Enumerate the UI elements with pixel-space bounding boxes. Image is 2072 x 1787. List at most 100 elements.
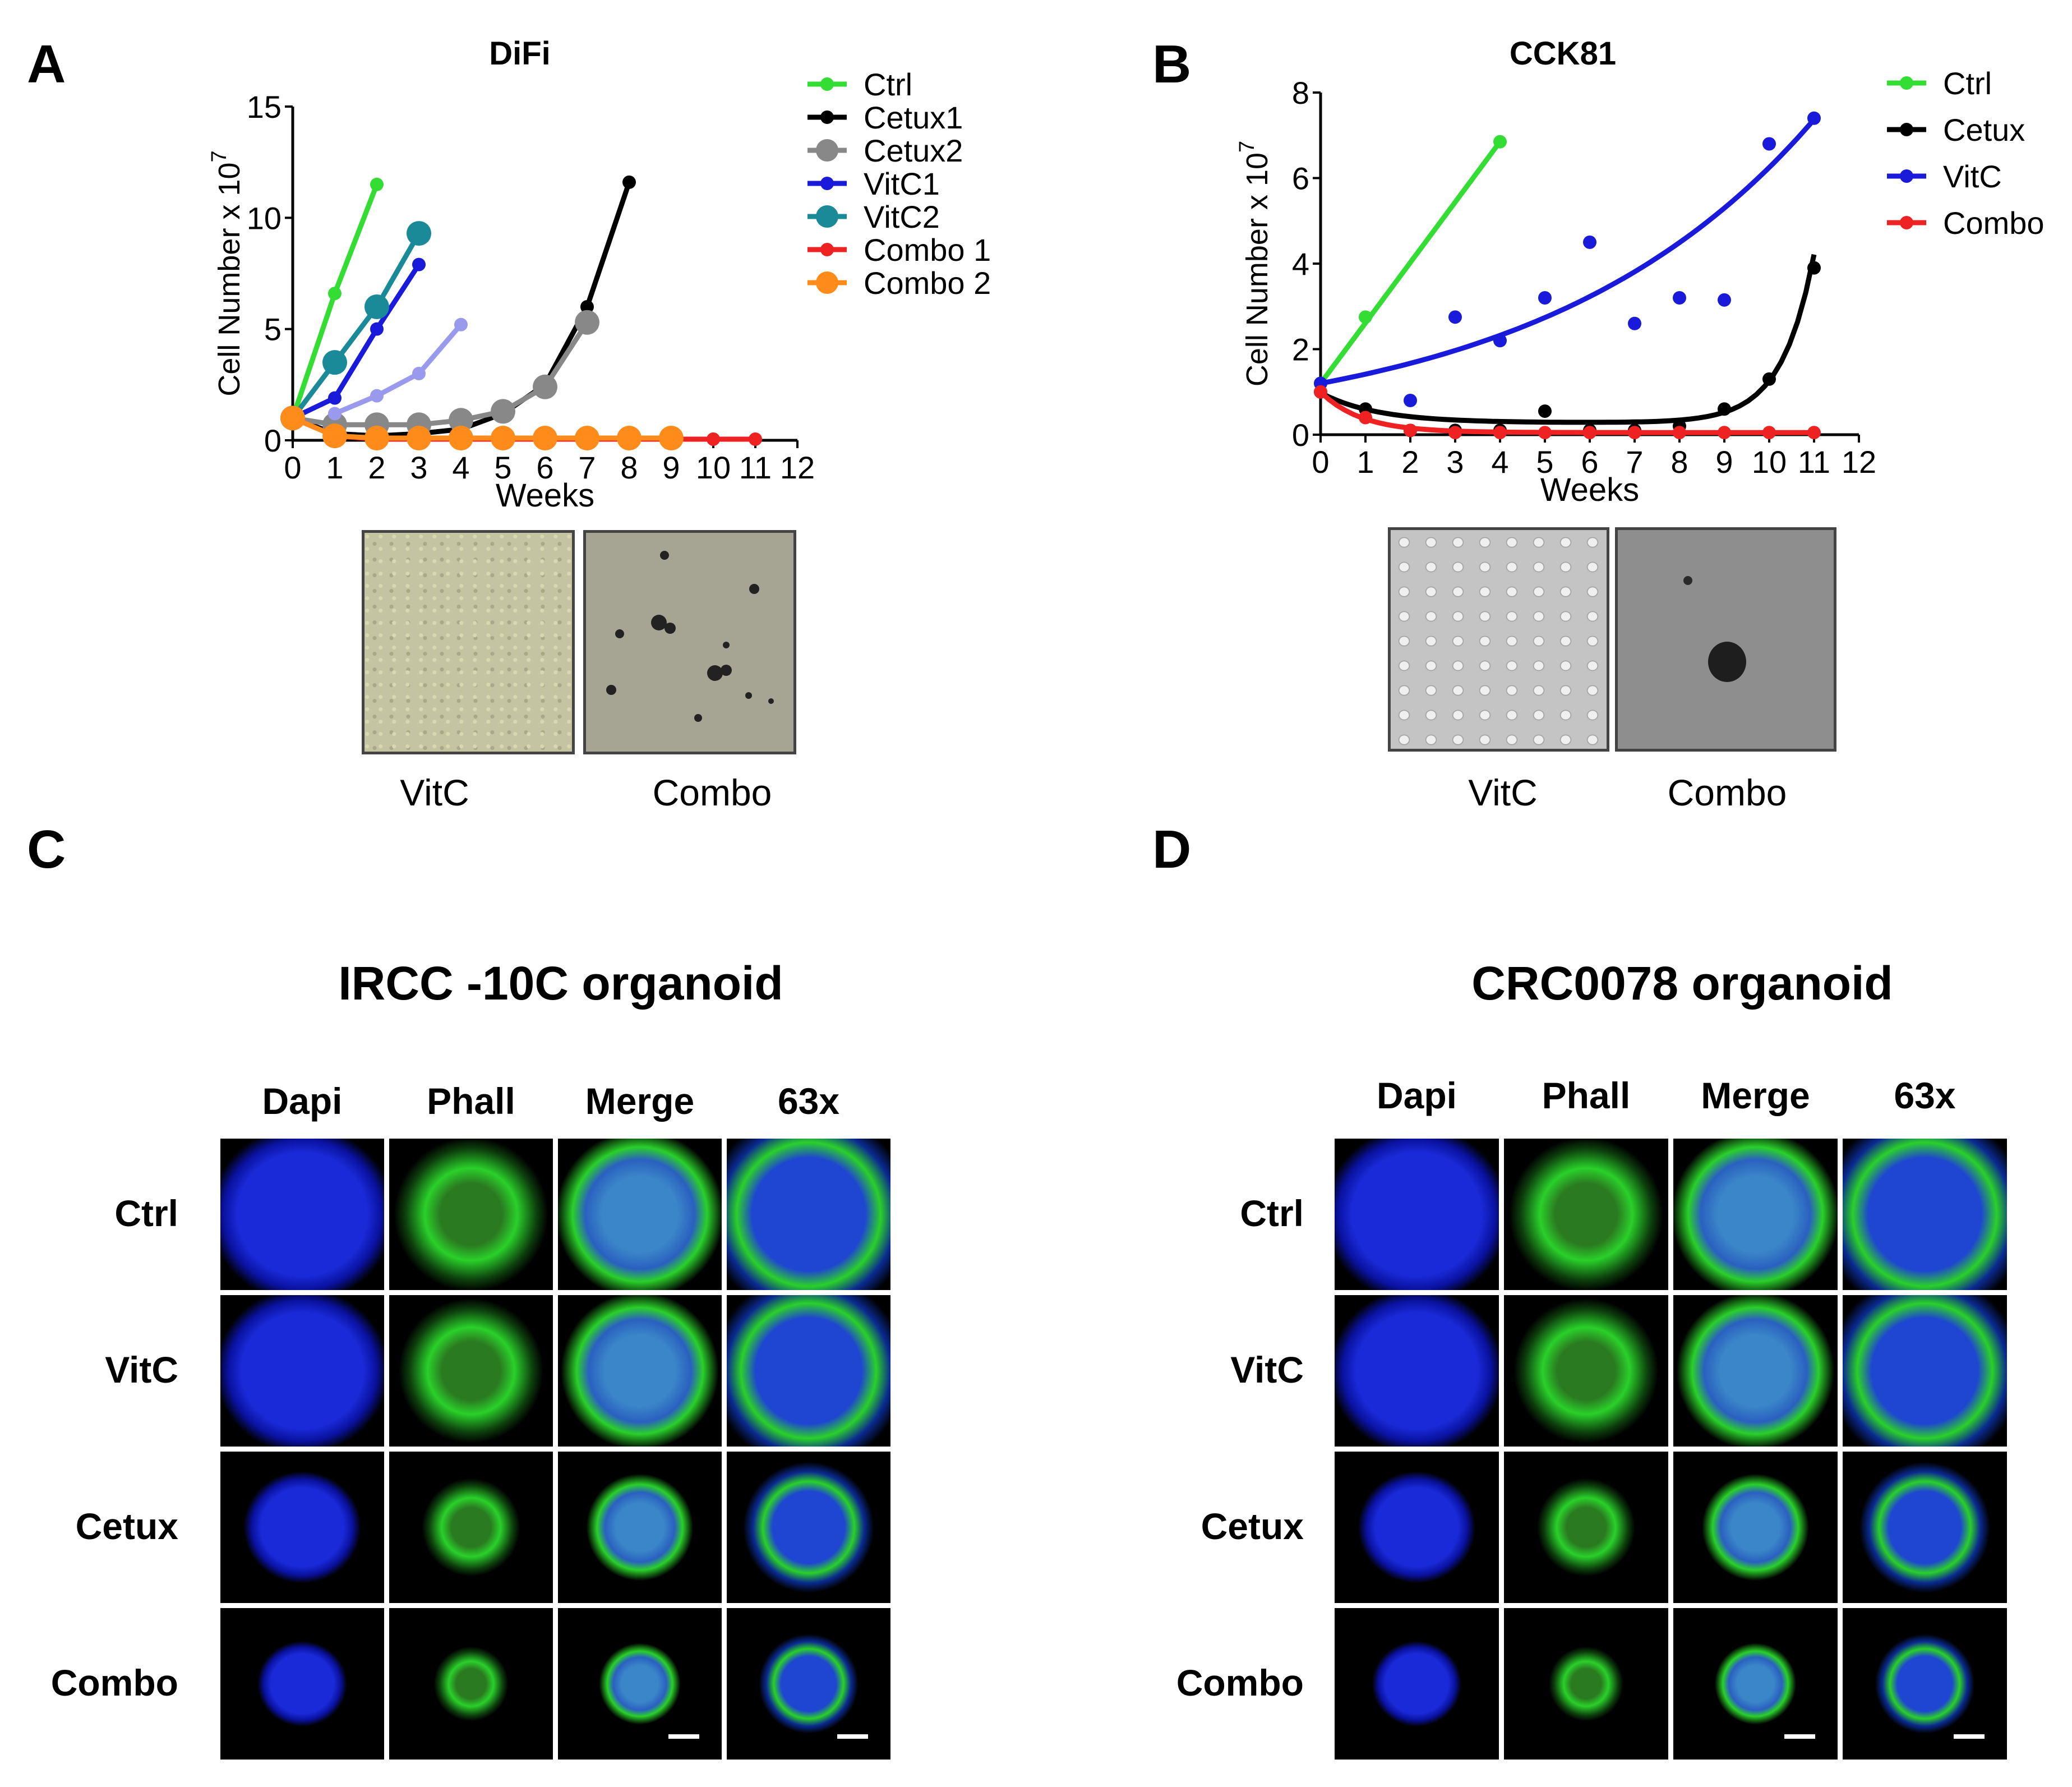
- series-line: [292, 263, 421, 421]
- row-header-ctrl: Ctrl: [114, 1192, 178, 1234]
- x-tick-label: 5: [494, 450, 511, 485]
- legend-label: VitC2: [864, 199, 940, 234]
- data-point: [580, 300, 594, 314]
- micrograph-vitc-merge: [558, 1295, 722, 1447]
- legend-item-cetux1: Cetux1: [807, 100, 963, 135]
- series-fit-line: [1318, 140, 1502, 385]
- series-line: [292, 416, 671, 441]
- x-tick-label: 2: [1401, 444, 1419, 480]
- data-point: [491, 426, 515, 451]
- micrograph-cetux-merge: [1673, 1452, 1838, 1603]
- micrograph-combo-dapi: [1335, 1608, 1499, 1760]
- x-tick-label: 0: [1312, 444, 1329, 480]
- y-tick-label: 6: [1292, 161, 1309, 196]
- legend-marker: [820, 177, 834, 190]
- series-combo-2: [280, 406, 684, 451]
- x-tick-label: 2: [368, 450, 385, 485]
- data-point: [1404, 394, 1417, 407]
- micrograph-cetux-63x: [1843, 1452, 2007, 1603]
- x-tick-label: 9: [662, 450, 680, 485]
- x-axis-label: Weeks: [1540, 472, 1639, 508]
- micrograph-cetux-phall: [389, 1452, 553, 1603]
- row-header-ctrl: Ctrl: [1240, 1192, 1304, 1234]
- micrograph-ctrl-63x: [1843, 1139, 2007, 1290]
- column-header-63x: 63x: [1894, 1075, 1956, 1116]
- legend-item-cetux2: Cetux2: [807, 133, 963, 168]
- legend-label: VitC1: [864, 166, 940, 201]
- y-tick-label: 5: [264, 312, 282, 347]
- data-point: [328, 391, 342, 405]
- data-point: [449, 426, 473, 451]
- y-tick-label: 4: [1292, 246, 1309, 282]
- data-point: [328, 287, 342, 301]
- x-tick-label: 11: [739, 450, 772, 485]
- column-header-merge: Merge: [585, 1080, 695, 1122]
- series-line: [292, 181, 632, 439]
- data-point: [1807, 111, 1821, 125]
- micrograph-ctrl-merge: [558, 1139, 722, 1290]
- data-point: [370, 322, 384, 336]
- data-point: [1404, 423, 1417, 437]
- x-tick-label: 6: [1581, 444, 1598, 480]
- data-point: [322, 423, 347, 449]
- legend-label: VitC: [1943, 159, 2002, 194]
- legend-item-combo-1: Combo 1: [807, 232, 991, 268]
- data-point: [1762, 426, 1776, 440]
- data-point: [328, 407, 342, 421]
- photo-caption-cck81-combo: Combo: [1667, 772, 1787, 813]
- column-header-phall: Phall: [1542, 1075, 1631, 1116]
- micrograph-ctrl-merge: [1673, 1139, 1838, 1290]
- data-point: [370, 177, 384, 191]
- legend-label: Cetux: [1943, 112, 2025, 148]
- scale-bar: [837, 1734, 868, 1739]
- legend-marker: [1900, 123, 1913, 136]
- panel-letter-a: A: [27, 34, 66, 94]
- data-point: [412, 257, 426, 271]
- y-tick-label: 0: [1292, 417, 1309, 453]
- row-header-cetux: Cetux: [1201, 1505, 1304, 1547]
- photo-cck81-combo: [1615, 527, 1836, 752]
- data-point: [1718, 426, 1731, 440]
- y-axis-label-exponent: 7: [1235, 141, 1259, 153]
- micrograph-combo-merge: [1673, 1608, 1838, 1760]
- data-point: [1493, 426, 1507, 440]
- legend-item-cetux: Cetux: [1887, 112, 2025, 148]
- x-tick-label: 10: [1752, 444, 1787, 480]
- chart-title: DiFi: [489, 35, 551, 72]
- data-point: [749, 432, 762, 446]
- micrograph-vitc-phall: [1504, 1295, 1668, 1447]
- data-point: [659, 426, 684, 451]
- photo-difi-vitc: [362, 530, 575, 754]
- data-point: [1493, 334, 1507, 348]
- series-combo: [1314, 385, 1821, 440]
- legend-label: Ctrl: [1943, 66, 1992, 101]
- series-cetux: [1314, 254, 1821, 437]
- x-tick-label: 1: [326, 450, 343, 485]
- series-cetux2: [280, 310, 599, 437]
- scale-bar: [1784, 1734, 1815, 1739]
- column-header-merge: Merge: [1701, 1075, 1810, 1116]
- x-tick-label: 12: [780, 450, 815, 485]
- row-header-vitc: VitC: [105, 1349, 178, 1390]
- series-fit-line: [1318, 390, 1814, 435]
- series-line: [334, 323, 463, 416]
- legend-label: Cetux2: [864, 133, 963, 168]
- legend-marker: [1900, 169, 1913, 183]
- data-point: [533, 426, 557, 451]
- legend-item-combo: Combo: [1887, 205, 2045, 241]
- micrograph-cetux-dapi: [220, 1452, 384, 1603]
- y-tick-label: 8: [1292, 75, 1309, 110]
- data-point: [1807, 261, 1821, 275]
- scale-bar: [1954, 1734, 1985, 1739]
- data-point: [1762, 137, 1776, 151]
- series-unlabeled-7: [328, 317, 468, 421]
- photo-caption-difi-vitc: VitC: [400, 772, 469, 813]
- legend-item-vitc2: VitC2: [807, 199, 940, 234]
- micrograph-ctrl-phall: [389, 1139, 553, 1290]
- data-point: [412, 367, 426, 380]
- micrograph-ctrl-dapi: [1335, 1139, 1499, 1290]
- data-point: [364, 294, 389, 319]
- data-point: [1538, 291, 1552, 305]
- x-tick-label: 5: [1536, 444, 1553, 480]
- panel-letter-c: C: [27, 819, 66, 879]
